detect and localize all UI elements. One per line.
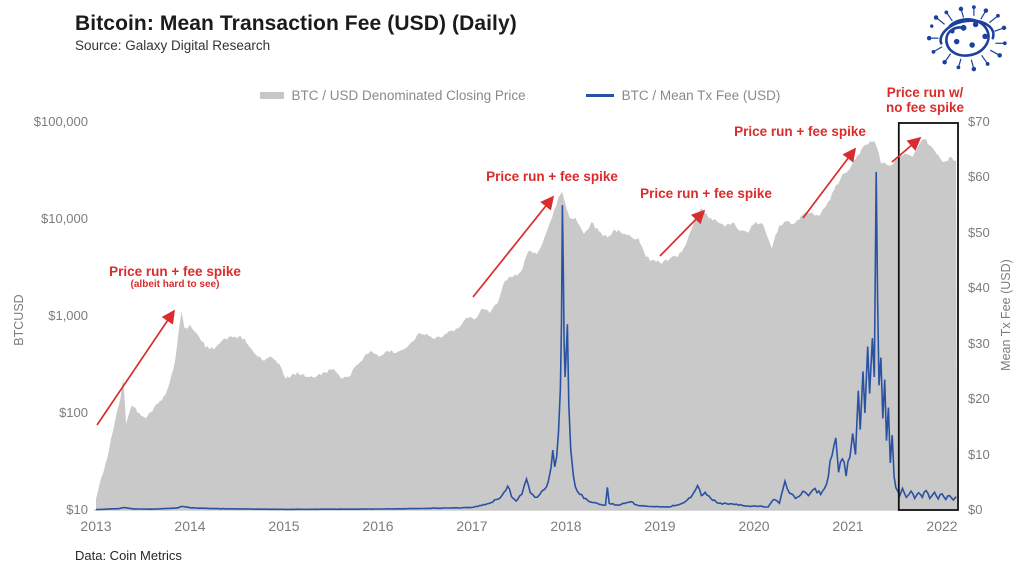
network-globe-logo [926, 5, 1007, 72]
page-title: Bitcoin: Mean Transaction Fee (USD) (Dai… [75, 12, 517, 35]
right-axis-tick: $40 [968, 280, 990, 296]
x-axis-tick: 2018 [550, 518, 582, 534]
legend: BTC / USD Denominated Closing Price BTC … [8, 88, 1024, 103]
left-axis-tick: $1,000 [48, 308, 88, 323]
legend-item-price: BTC / USD Denominated Closing Price [259, 88, 526, 103]
x-axis-tick: 2014 [174, 518, 206, 534]
x-axis-tick: 2015 [268, 518, 300, 534]
annotation-text-4: Price run + fee spike [734, 124, 866, 139]
legend-item-fee: BTC / Mean Tx Fee (USD) [585, 88, 781, 103]
annotation-arrow-2 [472, 195, 555, 298]
annotation-text-2: Price run + fee spike [486, 169, 618, 184]
right-axis-tick: $50 [968, 224, 990, 240]
highlight-box [897, 122, 959, 511]
x-axis-tick: 2020 [738, 518, 770, 534]
left-axis-tick: $10,000 [41, 211, 88, 226]
annotation-text-1: Price run + fee spike (albeit hard to see… [109, 264, 241, 290]
x-axis-tick: 2017 [456, 518, 488, 534]
line-swatch-icon [585, 94, 614, 97]
right-axis-tick: $30 [968, 335, 990, 351]
right-axis-tick: $10 [968, 446, 990, 462]
left-axis-tick: $100,000 [33, 114, 88, 129]
fee-line-series [95, 171, 957, 511]
right-axis-tick: $70 [968, 114, 990, 129]
annotation-arrow-3 [659, 209, 706, 257]
annotation-arrow-5 [891, 136, 922, 163]
annotation-text-3: Price run + fee spike [640, 186, 772, 201]
x-axis-tick: 2021 [832, 518, 864, 534]
left-axis-tick: $100 [59, 405, 88, 420]
annotation-arrow-1 [96, 309, 175, 426]
area-swatch-icon [259, 92, 284, 99]
x-axis-tick: 2019 [644, 518, 676, 534]
right-axis-tick: $60 [968, 169, 990, 185]
annotation-text-5: Price run w/no fee spike [885, 85, 965, 115]
right-axis-title: Mean Tx Fee (USD) [999, 259, 1013, 371]
x-axis-tick: 2022 [926, 518, 958, 534]
source-note: Source: Galaxy Digital Research [75, 38, 271, 53]
price-area-series [96, 138, 957, 510]
left-axis-tick: $10 [66, 502, 88, 517]
annotation-arrow-4 [802, 147, 857, 219]
x-axis-tick: 2013 [80, 518, 112, 534]
right-axis-tick: $0 [968, 502, 983, 517]
legend-label-fee: BTC / Mean Tx Fee (USD) [621, 88, 781, 103]
data-source-note: Data: Coin Metrics [75, 548, 182, 563]
right-axis-tick: $20 [968, 391, 990, 407]
legend-label-price: BTC / USD Denominated Closing Price [291, 88, 526, 103]
x-axis-tick: 2016 [362, 518, 394, 534]
